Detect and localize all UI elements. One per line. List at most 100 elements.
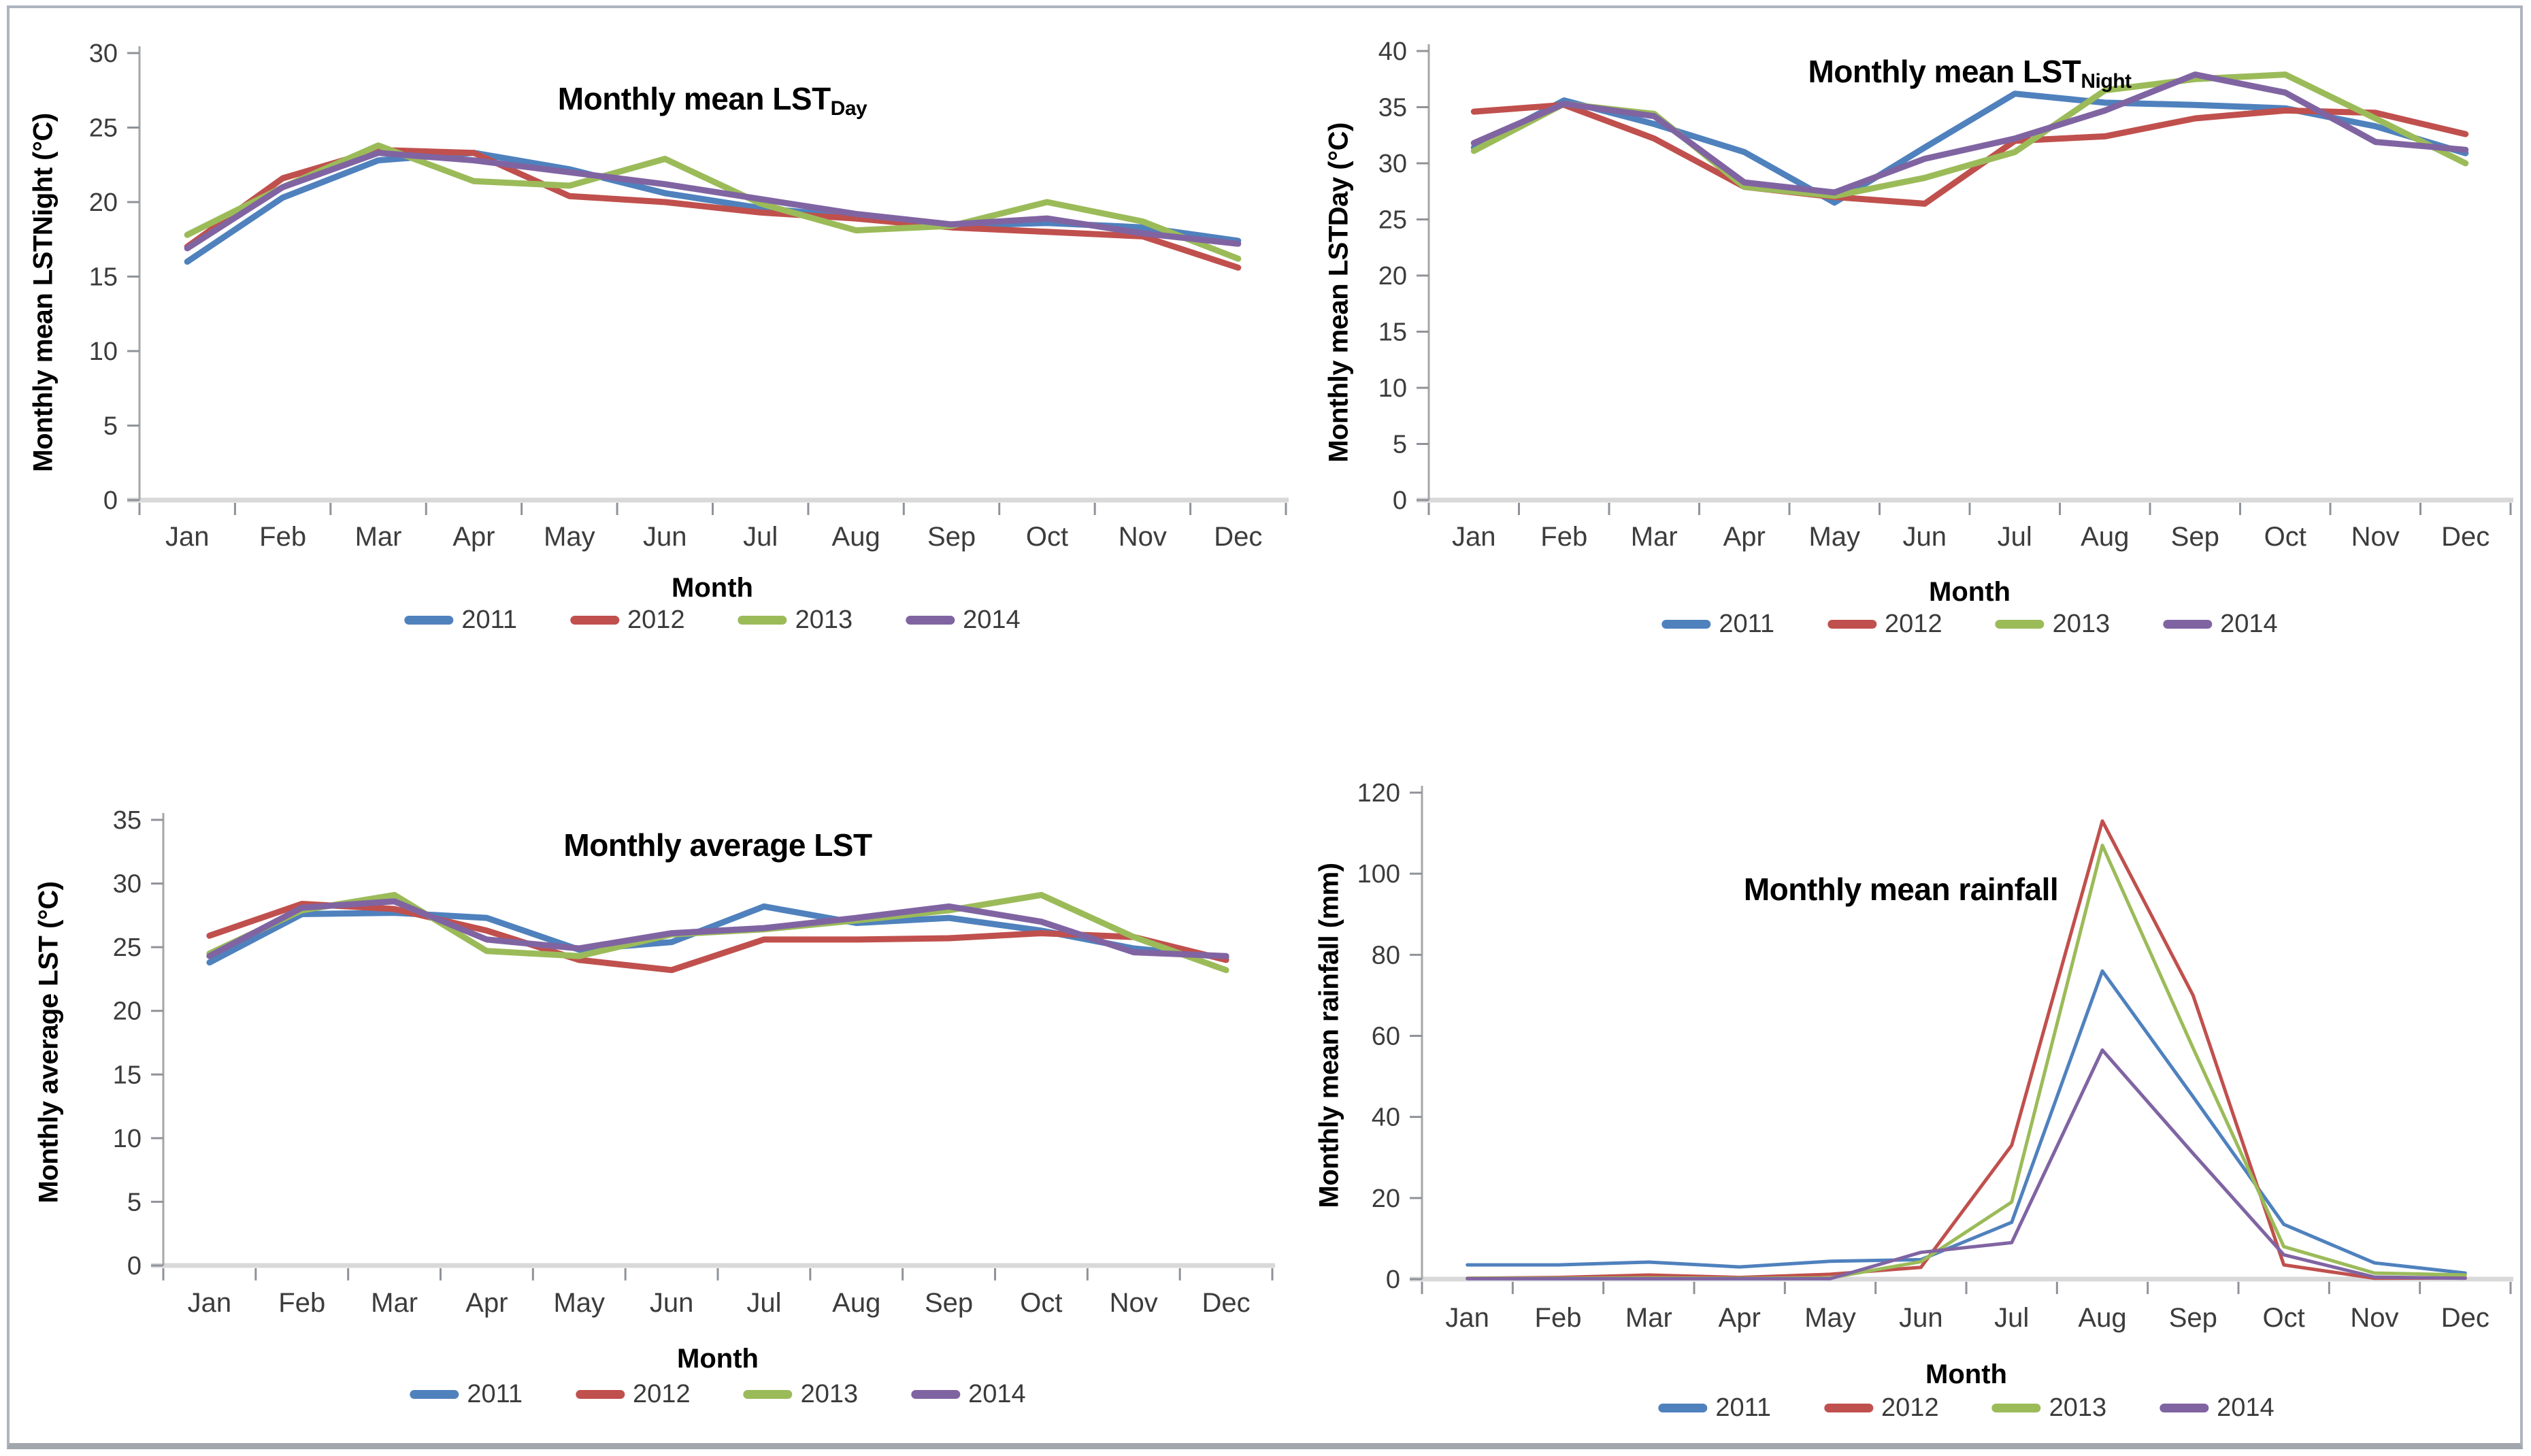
x-tick-label: Dec (2441, 522, 2489, 552)
chart-panel-average-lst: 0 5 10 15 20 25 30 35 Jan Feb Mar Apr May Jun Jul Aug Se… (27, 742, 1300, 1456)
legend-item-2011: 2011 (404, 606, 517, 635)
series-line-2011 (1466, 969, 2467, 1275)
y-tick-label: 35 (1378, 94, 1407, 122)
legend-label: 2012 (1881, 1393, 1939, 1422)
chart-legend: 2011 2012 2013 2014 (410, 1380, 1026, 1409)
chart-canvas-lst-night: 0 5 10 15 20 25 30 35 40 Jan Feb Mar Apr May Jun Jul Aug… (1378, 37, 2513, 552)
x-tick-label: Feb (1540, 522, 1587, 552)
legend-item-2014: 2014 (2160, 1393, 2274, 1423)
legend-item-2012: 2012 (1827, 610, 1942, 639)
y-tick-label: 120 (1357, 779, 1400, 808)
legend-item-2012: 2012 (570, 606, 685, 635)
legend-label: 2011 (467, 1380, 523, 1408)
x-tick-label: Apr (1719, 1303, 1761, 1333)
legend-swatch-icon (1991, 1404, 2041, 1412)
x-tick-label: Jan (165, 522, 210, 552)
chart-title: Monthly average LST (563, 827, 872, 867)
legend-item-2013: 2013 (738, 606, 853, 635)
x-tick-label: Dec (2441, 1303, 2489, 1333)
chart-legend: 2011 2012 2013 2014 (1661, 610, 2278, 639)
y-tick-label: 30 (1378, 150, 1407, 178)
chart-panel-lst-night: 0 5 10 15 20 25 30 35 40 Jan Feb Mar Apr May Jun Jul Aug… (1300, 20, 2524, 714)
legend-swatch-icon (576, 1390, 625, 1399)
x-tick-label: Nov (1119, 522, 1167, 552)
chart-title-subscript: Day (830, 97, 867, 120)
legend-label: 2014 (963, 606, 1021, 634)
legend-item-2013: 2013 (1991, 1393, 2107, 1423)
y-axis-label: Monthly mean LSTDay (°C) (1323, 122, 1354, 463)
y-axis-label: Monthly mean LSTNight (°C) (28, 113, 59, 472)
x-tick-label: Oct (1026, 522, 1068, 552)
legend-label: 2012 (627, 606, 685, 634)
legend-swatch-icon (743, 1390, 793, 1399)
legend-label: 2013 (2049, 1393, 2107, 1422)
figure-border (7, 5, 2523, 1449)
x-axis-label: Month (1925, 1359, 2007, 1389)
y-tick-label: 15 (1378, 318, 1407, 347)
y-tick-label: 35 (113, 806, 142, 835)
y-tick-label: 20 (1372, 1185, 1400, 1213)
chart-legend: 2011 2012 2013 2014 (1658, 1393, 2274, 1423)
x-axis-label: Month (1929, 577, 2011, 607)
legend-label: 2013 (2052, 610, 2111, 638)
y-tick-label: 0 (1393, 486, 1407, 515)
x-tick-label: May (1808, 522, 1860, 552)
x-tick-label: Jul (746, 1288, 781, 1318)
chart-title: Monthly mean LSTDay (558, 80, 867, 120)
x-tick-label: Jan (188, 1288, 232, 1318)
y-tick-label: 25 (89, 114, 118, 143)
x-tick-label: Feb (278, 1288, 325, 1318)
legend-label: 2011 (1715, 1393, 1772, 1422)
y-tick-label: 5 (103, 412, 118, 441)
legend-label: 2014 (2217, 1393, 2274, 1422)
legend-swatch-icon (1824, 1404, 1874, 1412)
y-tick-label: 25 (1378, 206, 1407, 235)
y-tick-label: 15 (113, 1061, 142, 1089)
x-axis-label: Month (672, 573, 753, 603)
legend-swatch-icon (404, 616, 454, 625)
legend-label: 2014 (2220, 610, 2278, 638)
x-tick-label: May (1804, 1303, 1856, 1333)
y-axis-label: Monthly average LST (°C) (33, 881, 64, 1204)
legend-swatch-icon (1661, 620, 1711, 629)
legend-label: 2013 (795, 606, 853, 634)
legend-swatch-icon (2160, 1404, 2209, 1412)
legend-swatch-icon (2163, 620, 2213, 629)
series-line-2014 (1466, 1048, 2467, 1280)
x-tick-label: Mar (355, 522, 402, 552)
legend-swatch-icon (570, 616, 620, 625)
x-tick-label: Mar (1631, 522, 1678, 552)
legend-item-2014: 2014 (911, 1380, 1026, 1409)
chart-panel-lst-day: 0 5 10 15 20 25 30 Jan Feb Mar Apr May Jun Jul Aug Sep O… (27, 20, 1300, 714)
legend-label: 2013 (800, 1380, 859, 1408)
y-tick-label: 30 (113, 870, 142, 899)
y-tick-label: 20 (89, 188, 118, 217)
legend-item-2014: 2014 (2163, 610, 2278, 639)
chart-title-main: Monthly mean rainfall (1743, 872, 2059, 907)
legend-label: 2011 (461, 606, 518, 634)
x-tick-label: Apr (452, 522, 495, 552)
legend-item-2013: 2013 (743, 1380, 859, 1409)
chart-title-main: Monthly mean LST (1808, 54, 2081, 89)
chart-title-subscript: Night (2081, 70, 2132, 93)
y-tick-label: 60 (1372, 1023, 1400, 1051)
legend-label: 2014 (968, 1380, 1026, 1408)
x-axis-label: Month (677, 1344, 759, 1374)
x-tick-label: Jan (1445, 1303, 1489, 1333)
x-tick-label: Nov (2350, 1303, 2398, 1333)
x-tick-label: Dec (1202, 1288, 1251, 1318)
chart-canvas-rainfall: 0 20 40 60 80 100 120 Jan Feb Mar Apr May Jun Jul Aug S… (1357, 779, 2513, 1333)
legend-swatch-icon (410, 1390, 459, 1399)
x-tick-label: Feb (1535, 1303, 1582, 1333)
chart-legend: 2011 2012 2013 2014 (404, 606, 1021, 635)
legend-swatch-icon (1658, 1404, 1708, 1412)
x-tick-label: Sep (2171, 522, 2219, 552)
series-line-2012 (1470, 101, 2469, 207)
y-tick-label: 5 (127, 1188, 142, 1217)
legend-swatch-icon (1995, 620, 2045, 629)
x-tick-label: Sep (2169, 1303, 2217, 1333)
y-tick-label: 30 (89, 39, 118, 68)
y-tick-label: 0 (1386, 1265, 1400, 1294)
legend-swatch-icon (738, 616, 787, 625)
chart-canvas-lst-day: 0 5 10 15 20 25 30 Jan Feb Mar Apr May Jun Jul Aug Sep O… (89, 39, 1289, 552)
